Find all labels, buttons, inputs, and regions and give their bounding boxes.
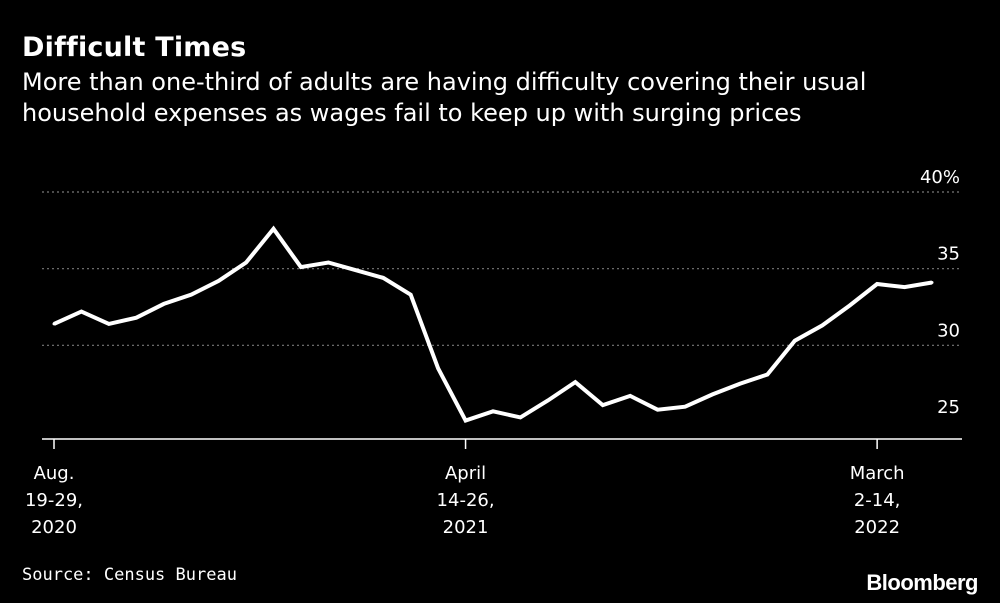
axis-labels: 40% 35 30 25 Aug. 19-29, 2020 April 14-26, 2021 Ma… [25, 167, 960, 538]
x-axis [42, 438, 962, 449]
data-point [354, 268, 358, 272]
data-point [546, 399, 550, 403]
x-tick-label-2-1: 2-14, [854, 490, 901, 511]
chart-subtitle: More than one-third of adults are having… [22, 68, 867, 127]
data-point [875, 282, 879, 286]
x-tick-label-0-2: 2020 [31, 517, 77, 538]
data-point [573, 380, 577, 384]
data-point [409, 293, 413, 297]
data-point [52, 322, 56, 326]
series-line [53, 225, 933, 423]
data-point [299, 265, 303, 269]
y-tick-label-40: 40% [920, 167, 960, 188]
data-point [134, 316, 138, 320]
y-tick-label-35: 35 [937, 244, 960, 265]
grid-lines [42, 191, 962, 346]
data-point [381, 276, 385, 280]
data-point [601, 403, 605, 407]
data-point [820, 323, 824, 327]
x-tick-label-0-1: 19-29, [25, 490, 83, 511]
data-point [162, 302, 166, 306]
x-tick-label-2-0: March [850, 463, 905, 484]
data-point [848, 303, 852, 307]
data-point [738, 382, 742, 386]
data-point [244, 261, 248, 265]
y-tick-label-25: 25 [937, 397, 960, 418]
data-point [903, 285, 907, 289]
data-point [436, 366, 440, 370]
source-note: Source: Census Bureau [22, 565, 237, 585]
data-point [683, 405, 687, 409]
data-point [79, 310, 83, 314]
data-point [272, 227, 275, 231]
x-tick-label-0-0: Aug. [34, 463, 75, 484]
data-point [107, 322, 111, 326]
data-point [930, 280, 934, 284]
x-tick-label-1-2: 2021 [443, 517, 489, 538]
x-tick-label-2-2: 2022 [854, 517, 900, 538]
series-line-group [52, 225, 934, 423]
data-point [628, 394, 632, 398]
x-tick-label-1-0: April [445, 463, 486, 484]
bloomberg-logo: Bloomberg [866, 570, 978, 595]
data-point [189, 293, 193, 297]
data-point [326, 261, 330, 265]
data-point [217, 279, 221, 283]
data-point [656, 408, 660, 412]
chart-title: Difficult Times [22, 32, 247, 63]
data-point [711, 392, 714, 396]
data-point [793, 339, 797, 343]
data-point [464, 418, 468, 422]
y-tick-label-30: 30 [937, 320, 960, 341]
data-point [491, 409, 495, 413]
x-tick-label-1-1: 14-26, [437, 490, 495, 511]
data-point [518, 415, 522, 419]
data-point [765, 372, 769, 376]
